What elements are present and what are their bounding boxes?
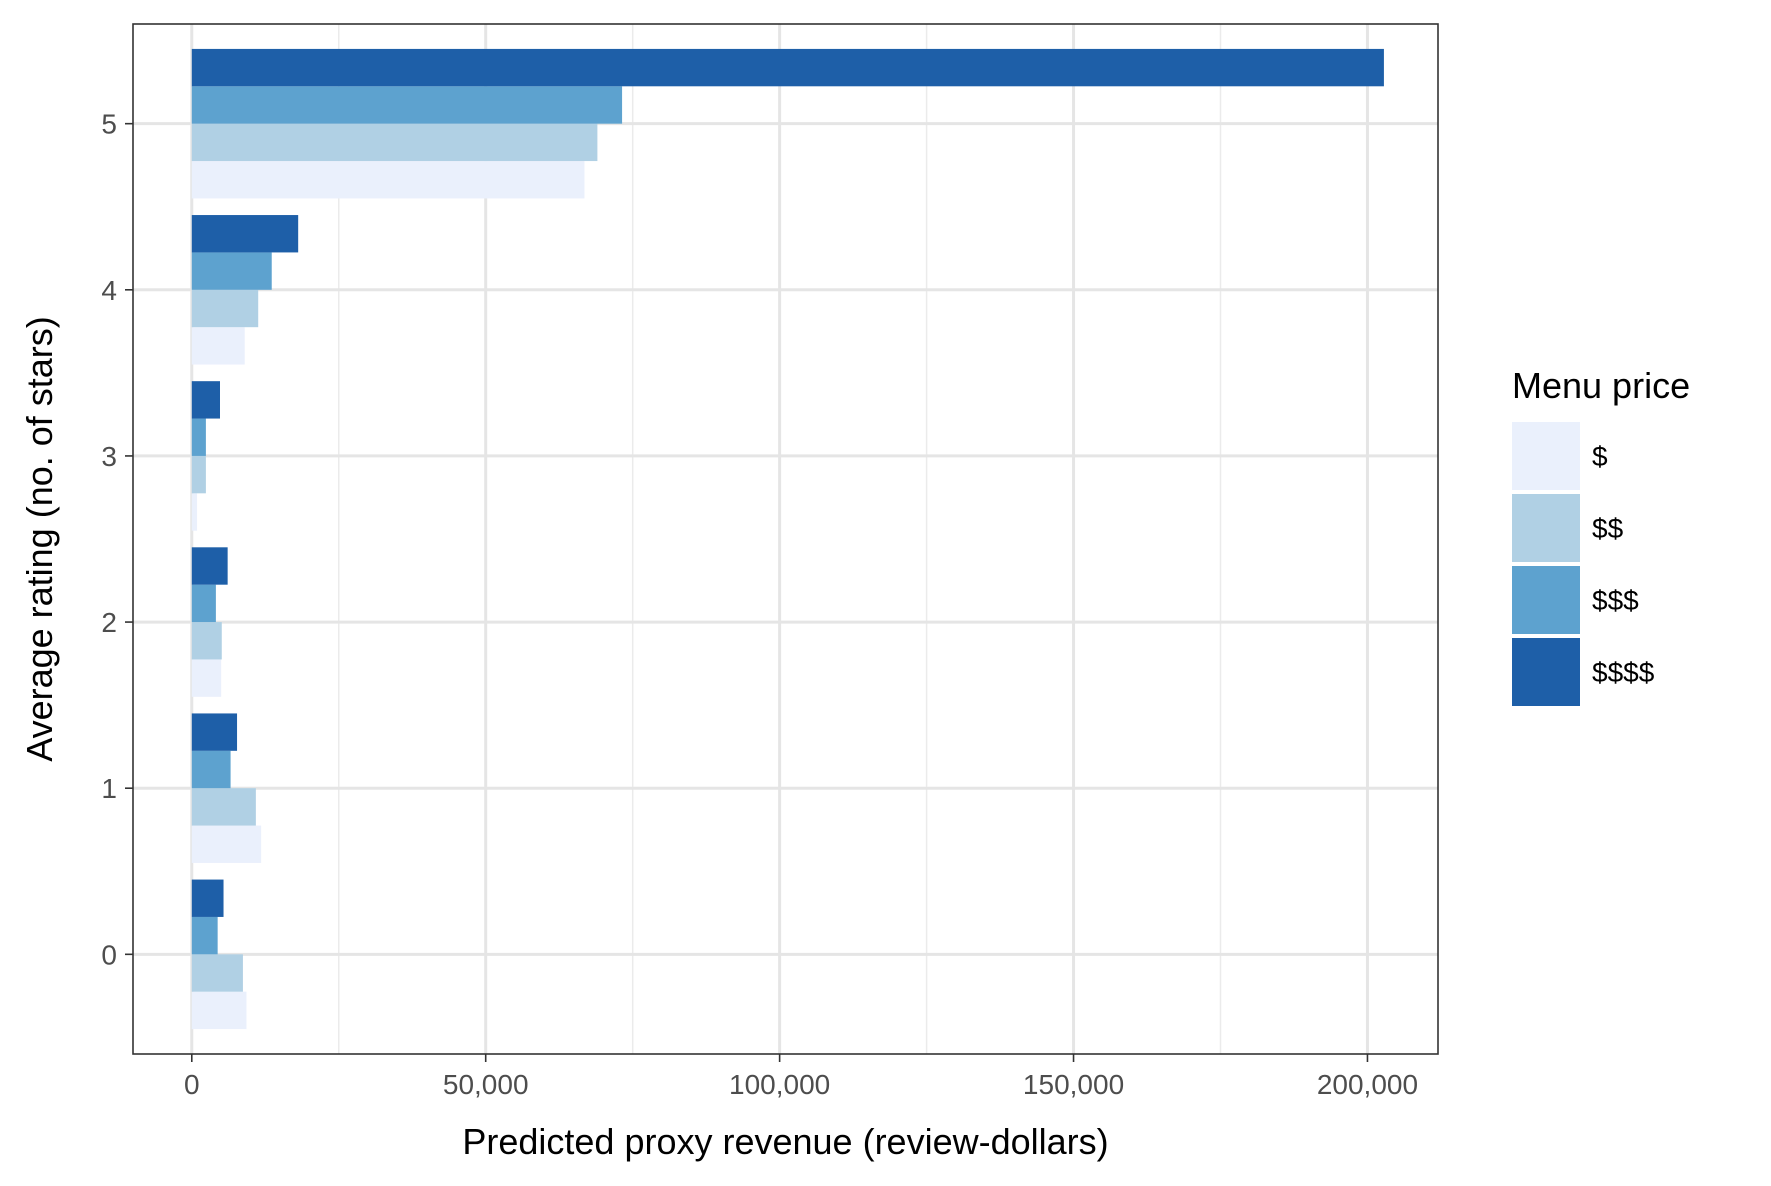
bar [191,123,598,162]
bar [191,584,216,623]
bar [191,161,585,199]
x-tick-label: 0 [184,1069,200,1100]
legend-label: $$$$ [1592,657,1655,688]
y-tick-label: 3 [101,441,117,472]
x-tick-label: 150,000 [1023,1069,1124,1100]
bar [191,879,224,917]
legend-swatch [1512,494,1580,562]
bar [191,825,262,863]
legend-swatch [1512,566,1580,634]
y-tick-label: 5 [101,109,117,140]
bar [191,289,259,328]
bar [191,252,272,290]
bar [191,788,256,826]
legend-label: $$ [1592,513,1624,544]
y-axis-title: Average rating (no. of stars) [19,316,60,762]
x-tick-label: 200,000 [1317,1069,1418,1100]
plot-panel-border [132,23,1439,1055]
bar [191,493,198,531]
bar [191,381,220,419]
y-tick-label: 2 [101,607,117,638]
bar [191,991,247,1030]
bar [191,86,623,124]
bar [191,455,206,494]
legend-title: Menu price [1512,365,1690,406]
y-tick-label: 1 [101,773,117,804]
bar [191,954,243,992]
bar [191,48,1384,87]
legend-label: $$$ [1592,585,1639,616]
bar [191,916,218,955]
bar [191,547,228,585]
bar [191,327,245,365]
bar [191,659,222,697]
y-tick-label: 0 [101,939,117,970]
bar [191,622,222,660]
legend-swatch [1512,638,1580,706]
bar [191,215,299,253]
legend-swatch [1512,422,1580,490]
x-axis-title: Predicted proxy revenue (review-dollars) [462,1121,1108,1162]
bar [191,750,231,789]
bar [191,713,238,751]
y-tick-label: 4 [101,275,117,306]
x-tick-label: 100,000 [729,1069,830,1100]
x-tick-label: 50,000 [443,1069,529,1100]
bar [191,418,206,456]
legend-label: $ [1592,441,1608,472]
